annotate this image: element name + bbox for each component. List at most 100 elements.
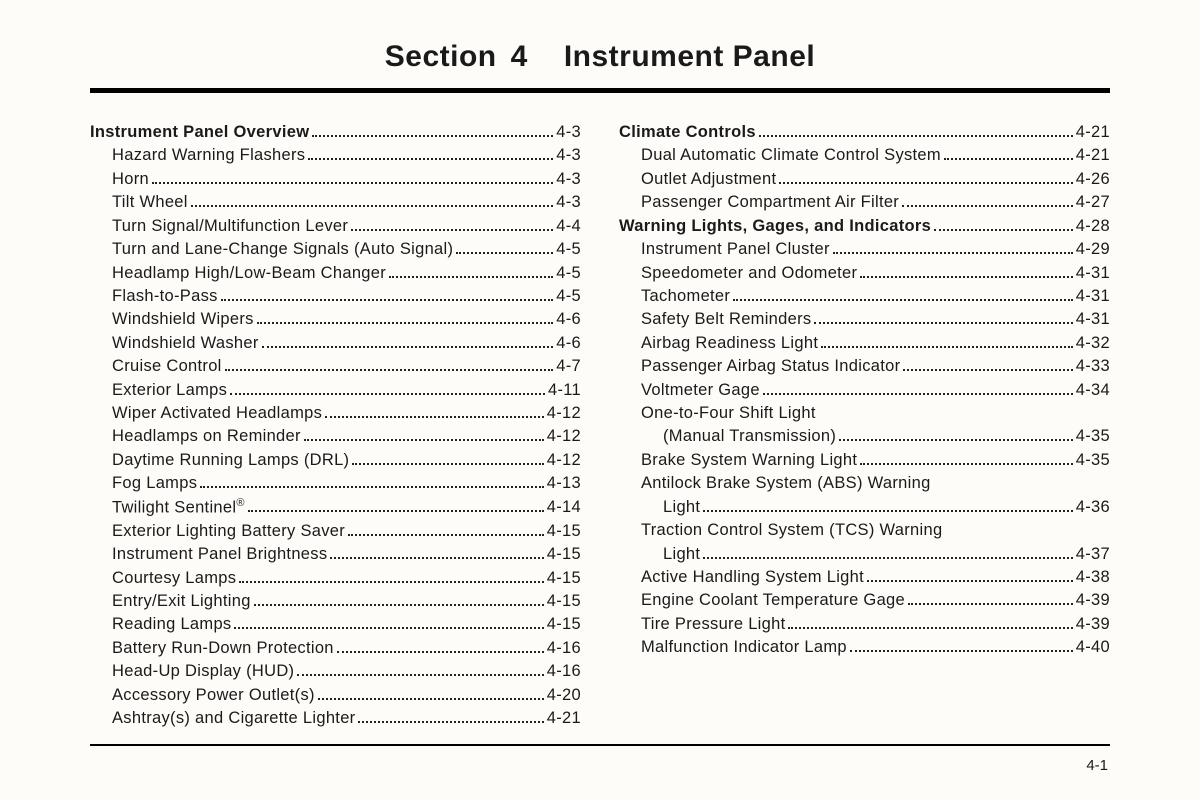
toc-entry-label: Climate Controls (619, 121, 756, 144)
toc-column-right: Climate Controls4-21Dual Automatic Clima… (619, 121, 1110, 730)
toc-leader-dots (860, 463, 1072, 465)
toc-entry-page: 4-15 (547, 613, 581, 636)
toc-entry: One-to-Four Shift Light(Manual Transmiss… (619, 402, 1110, 449)
toc-entry-label: Tilt Wheel (90, 191, 188, 214)
toc-leader-dots (308, 158, 553, 160)
toc-entry-page: 4-3 (556, 121, 581, 144)
toc-entry-label: Windshield Washer (90, 332, 259, 355)
toc-entry-page: 4-5 (556, 262, 581, 285)
toc-entry-label: Passenger Airbag Status Indicator (619, 355, 900, 378)
toc-entry-label: Speedometer and Odometer (619, 262, 857, 285)
toc-leader-dots (348, 534, 544, 536)
toc-leader-dots (200, 486, 544, 488)
toc-entry-label: Twilight Sentinel® (90, 496, 245, 520)
toc-entry-page: 4-21 (1076, 144, 1110, 167)
toc-entry: Accessory Power Outlet(s)4-20 (90, 684, 581, 707)
toc-leader-dots (821, 346, 1073, 348)
toc-entry-label: Wiper Activated Headlamps (90, 402, 322, 425)
toc-entry: Active Handling System Light4-38 (619, 566, 1110, 589)
toc-leader-dots (239, 581, 543, 583)
toc-leader-dots (191, 205, 554, 207)
toc-entry: Cruise Control4-7 (90, 355, 581, 378)
toc-entry-page: 4-29 (1076, 238, 1110, 261)
toc-leader-dots (389, 276, 553, 278)
toc-entry: Passenger Compartment Air Filter 4-27 (619, 191, 1110, 214)
toc-entry: Entry/Exit Lighting 4-15 (90, 590, 581, 613)
toc-entry-page: 4-36 (1076, 496, 1110, 519)
toc-leader-dots (225, 369, 554, 371)
toc-entry-page: 4-39 (1076, 589, 1110, 612)
toc-entry: Windshield Wipers4-6 (90, 308, 581, 331)
toc-entry-label: Turn and Lane-Change Signals (Auto Signa… (90, 238, 453, 261)
toc-entry: Safety Belt Reminders4-31 (619, 308, 1110, 331)
section-name: Instrument Panel (564, 40, 815, 73)
toc-leader-dots (262, 346, 554, 348)
toc-leader-dots (304, 439, 544, 441)
toc-entry-page: 4-3 (556, 144, 581, 167)
toc-leader-dots (358, 721, 543, 723)
toc-entry-label: Warning Lights, Gages, and Indicators (619, 215, 931, 238)
toc-entry-label: Turn Signal/Multifunction Lever (90, 215, 348, 238)
toc-entry: Windshield Washer4-6 (90, 332, 581, 355)
toc-entry-label: Outlet Adjustment (619, 168, 776, 191)
toc-entry: Horn4-3 (90, 168, 581, 191)
toc-leader-dots (902, 205, 1073, 207)
toc-entry-page: 4-21 (547, 707, 581, 730)
toc-entry-page: 4-26 (1076, 168, 1110, 191)
toc-entry: Speedometer and Odometer4-31 (619, 262, 1110, 285)
toc-entry-page: 4-14 (547, 496, 581, 519)
toc-entry-page: 4-4 (556, 215, 581, 238)
toc-entry-page: 4-37 (1076, 543, 1110, 566)
toc-leader-dots (234, 627, 543, 629)
toc-leader-dots (788, 627, 1072, 629)
toc-entry-page: 4-15 (547, 520, 581, 543)
toc-entry-page: 4-28 (1076, 215, 1110, 238)
toc-leader-dots (703, 510, 1072, 512)
toc-entry-page: 4-7 (556, 355, 581, 378)
toc-leader-dots (867, 580, 1073, 582)
toc-entry: Turn Signal/Multifunction Lever 4-4 (90, 215, 581, 238)
toc-leader-dots (257, 322, 554, 324)
toc-entry-label: Exterior Lamps (90, 379, 227, 402)
section-number: 4 (511, 40, 528, 73)
toc-entry-label: Accessory Power Outlet(s) (90, 684, 315, 707)
toc-leader-dots (903, 369, 1072, 371)
toc-entry-page: 4-40 (1076, 636, 1110, 659)
divider-bottom (90, 744, 1110, 746)
toc-entry-page: 4-27 (1076, 191, 1110, 214)
toc-entry: Headlamps on Reminder4-12 (90, 425, 581, 448)
toc-entry-page: 4-3 (556, 191, 581, 214)
toc-leader-dots (254, 604, 544, 606)
toc-entry-page: 4-16 (547, 660, 581, 683)
toc-entry: Courtesy Lamps4-15 (90, 567, 581, 590)
toc-entry-label: Instrument Panel Cluster (619, 238, 830, 261)
toc-entry-label: Headlamp High/Low-Beam Changer (90, 262, 386, 285)
toc-leader-dots (221, 299, 554, 301)
toc-entry: Daytime Running Lamps (DRL)4-12 (90, 449, 581, 472)
toc-entry-page: 4-38 (1076, 566, 1110, 589)
toc-entry: Instrument Panel Cluster 4-29 (619, 238, 1110, 261)
toc-leader-dots (703, 557, 1072, 559)
toc-entry: Exterior Lamps4-11 (90, 379, 581, 402)
toc-entry-page: 4-39 (1076, 613, 1110, 636)
toc-entry-label: Flash-to-Pass (90, 285, 218, 308)
toc-entry-page: 4-15 (547, 590, 581, 613)
toc-leader-dots (850, 650, 1073, 652)
toc-entry: Ashtray(s) and Cigarette Lighter4-21 (90, 707, 581, 730)
toc-leader-dots (248, 510, 544, 512)
toc-entry-label: Antilock Brake System (ABS) Warning (619, 472, 1110, 495)
toc-entry-label-cont: Light (663, 496, 700, 519)
toc-entry-label: Passenger Compartment Air Filter (619, 191, 899, 214)
toc-entry-label: Traction Control System (TCS) Warning (619, 519, 1110, 542)
toc-leader-dots (152, 182, 553, 184)
toc-entry-label: One-to-Four Shift Light (619, 402, 1110, 425)
toc-entry-label: Windshield Wipers (90, 308, 254, 331)
toc-entry: Turn and Lane-Change Signals (Auto Signa… (90, 238, 581, 261)
toc-entry-label: Safety Belt Reminders (619, 308, 811, 331)
toc-entry-label: Entry/Exit Lighting (90, 590, 251, 613)
toc-leader-dots (352, 463, 543, 465)
toc-leader-dots (833, 252, 1073, 254)
toc-entry-label: Voltmeter Gage (619, 379, 760, 402)
toc-entry: Twilight Sentinel® 4-14 (90, 496, 581, 520)
toc-heading: Warning Lights, Gages, and Indicators 4-2… (619, 215, 1110, 238)
